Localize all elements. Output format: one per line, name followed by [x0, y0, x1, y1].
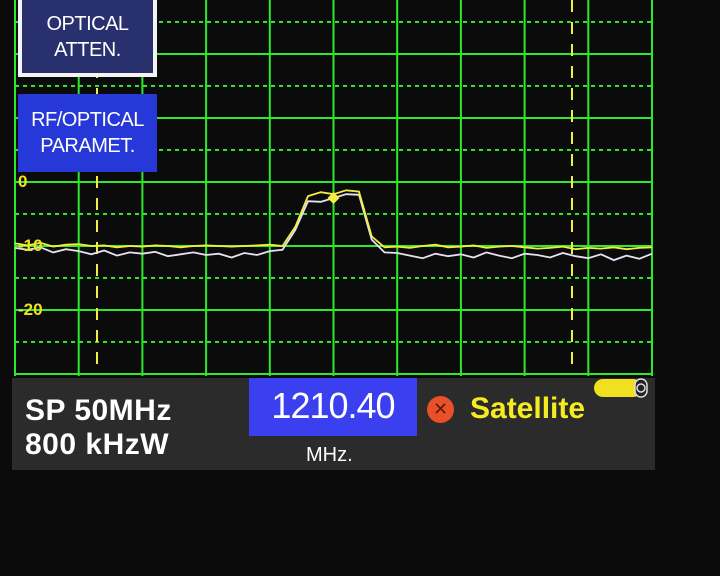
rbw-readout: 800 kHzW	[25, 428, 170, 461]
optical-atten-label-2: ATTEN.	[54, 38, 121, 61]
center-frequency-field[interactable]: 1210.40	[249, 378, 417, 436]
rf-optical-param-button[interactable]: RF/OPTICAL PARAMET.	[18, 94, 157, 172]
optical-atten-label-1: OPTICAL	[46, 12, 129, 35]
battery-icon	[594, 378, 648, 398]
x-circle-icon: ✕	[427, 396, 454, 423]
band-label: Satellite	[470, 392, 586, 425]
rf-optical-label-1: RF/OPTICAL	[31, 109, 144, 131]
rf-optical-label-2: PARAMET.	[40, 135, 135, 157]
frequency-unit: MHz.	[306, 444, 353, 466]
y-tick-0: 0	[18, 172, 28, 191]
y-tick-minus20: -20	[18, 300, 43, 319]
marker-diamond	[327, 192, 340, 204]
span-readout: SP 50MHz	[25, 394, 172, 427]
optical-atten-button[interactable]: OPTICAL ATTEN.	[18, 0, 157, 77]
y-tick-minus10: -10	[18, 236, 43, 255]
